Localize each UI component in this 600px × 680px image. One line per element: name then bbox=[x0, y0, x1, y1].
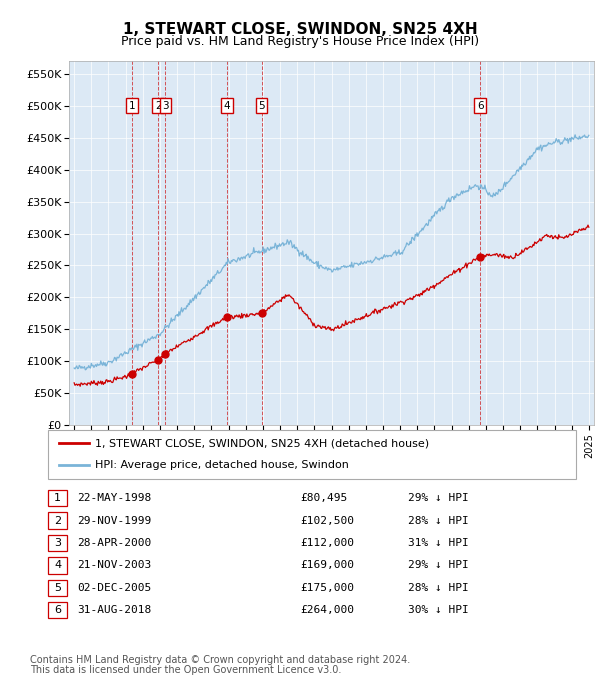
Text: 1, STEWART CLOSE, SWINDON, SN25 4XH: 1, STEWART CLOSE, SWINDON, SN25 4XH bbox=[122, 22, 478, 37]
Text: 6: 6 bbox=[477, 101, 484, 111]
Text: £175,000: £175,000 bbox=[300, 583, 354, 593]
Text: 5: 5 bbox=[258, 101, 265, 111]
Text: £264,000: £264,000 bbox=[300, 605, 354, 615]
Text: 29% ↓ HPI: 29% ↓ HPI bbox=[408, 560, 469, 571]
Text: 2: 2 bbox=[54, 515, 61, 526]
Text: Contains HM Land Registry data © Crown copyright and database right 2024.: Contains HM Land Registry data © Crown c… bbox=[30, 655, 410, 665]
Text: £102,500: £102,500 bbox=[300, 515, 354, 526]
Text: 1: 1 bbox=[129, 101, 136, 111]
Text: £80,495: £80,495 bbox=[300, 493, 347, 503]
Text: This data is licensed under the Open Government Licence v3.0.: This data is licensed under the Open Gov… bbox=[30, 664, 341, 675]
Text: 4: 4 bbox=[223, 101, 230, 111]
Text: 29-NOV-1999: 29-NOV-1999 bbox=[77, 515, 151, 526]
Text: 31% ↓ HPI: 31% ↓ HPI bbox=[408, 538, 469, 548]
Text: Price paid vs. HM Land Registry's House Price Index (HPI): Price paid vs. HM Land Registry's House … bbox=[121, 35, 479, 48]
Text: 6: 6 bbox=[54, 605, 61, 615]
Text: 4: 4 bbox=[54, 560, 61, 571]
Text: 1: 1 bbox=[54, 493, 61, 503]
Text: 3: 3 bbox=[54, 538, 61, 548]
Text: 3: 3 bbox=[162, 101, 169, 111]
Text: HPI: Average price, detached house, Swindon: HPI: Average price, detached house, Swin… bbox=[95, 460, 349, 470]
Text: 29% ↓ HPI: 29% ↓ HPI bbox=[408, 493, 469, 503]
Text: 31-AUG-2018: 31-AUG-2018 bbox=[77, 605, 151, 615]
Text: 21-NOV-2003: 21-NOV-2003 bbox=[77, 560, 151, 571]
Text: £169,000: £169,000 bbox=[300, 560, 354, 571]
Text: 2: 2 bbox=[155, 101, 161, 111]
Text: £112,000: £112,000 bbox=[300, 538, 354, 548]
Text: 30% ↓ HPI: 30% ↓ HPI bbox=[408, 605, 469, 615]
Text: 28% ↓ HPI: 28% ↓ HPI bbox=[408, 515, 469, 526]
Text: 02-DEC-2005: 02-DEC-2005 bbox=[77, 583, 151, 593]
Text: 5: 5 bbox=[54, 583, 61, 593]
Text: 28-APR-2000: 28-APR-2000 bbox=[77, 538, 151, 548]
Text: 22-MAY-1998: 22-MAY-1998 bbox=[77, 493, 151, 503]
Text: 28% ↓ HPI: 28% ↓ HPI bbox=[408, 583, 469, 593]
Text: 1, STEWART CLOSE, SWINDON, SN25 4XH (detached house): 1, STEWART CLOSE, SWINDON, SN25 4XH (det… bbox=[95, 439, 429, 449]
